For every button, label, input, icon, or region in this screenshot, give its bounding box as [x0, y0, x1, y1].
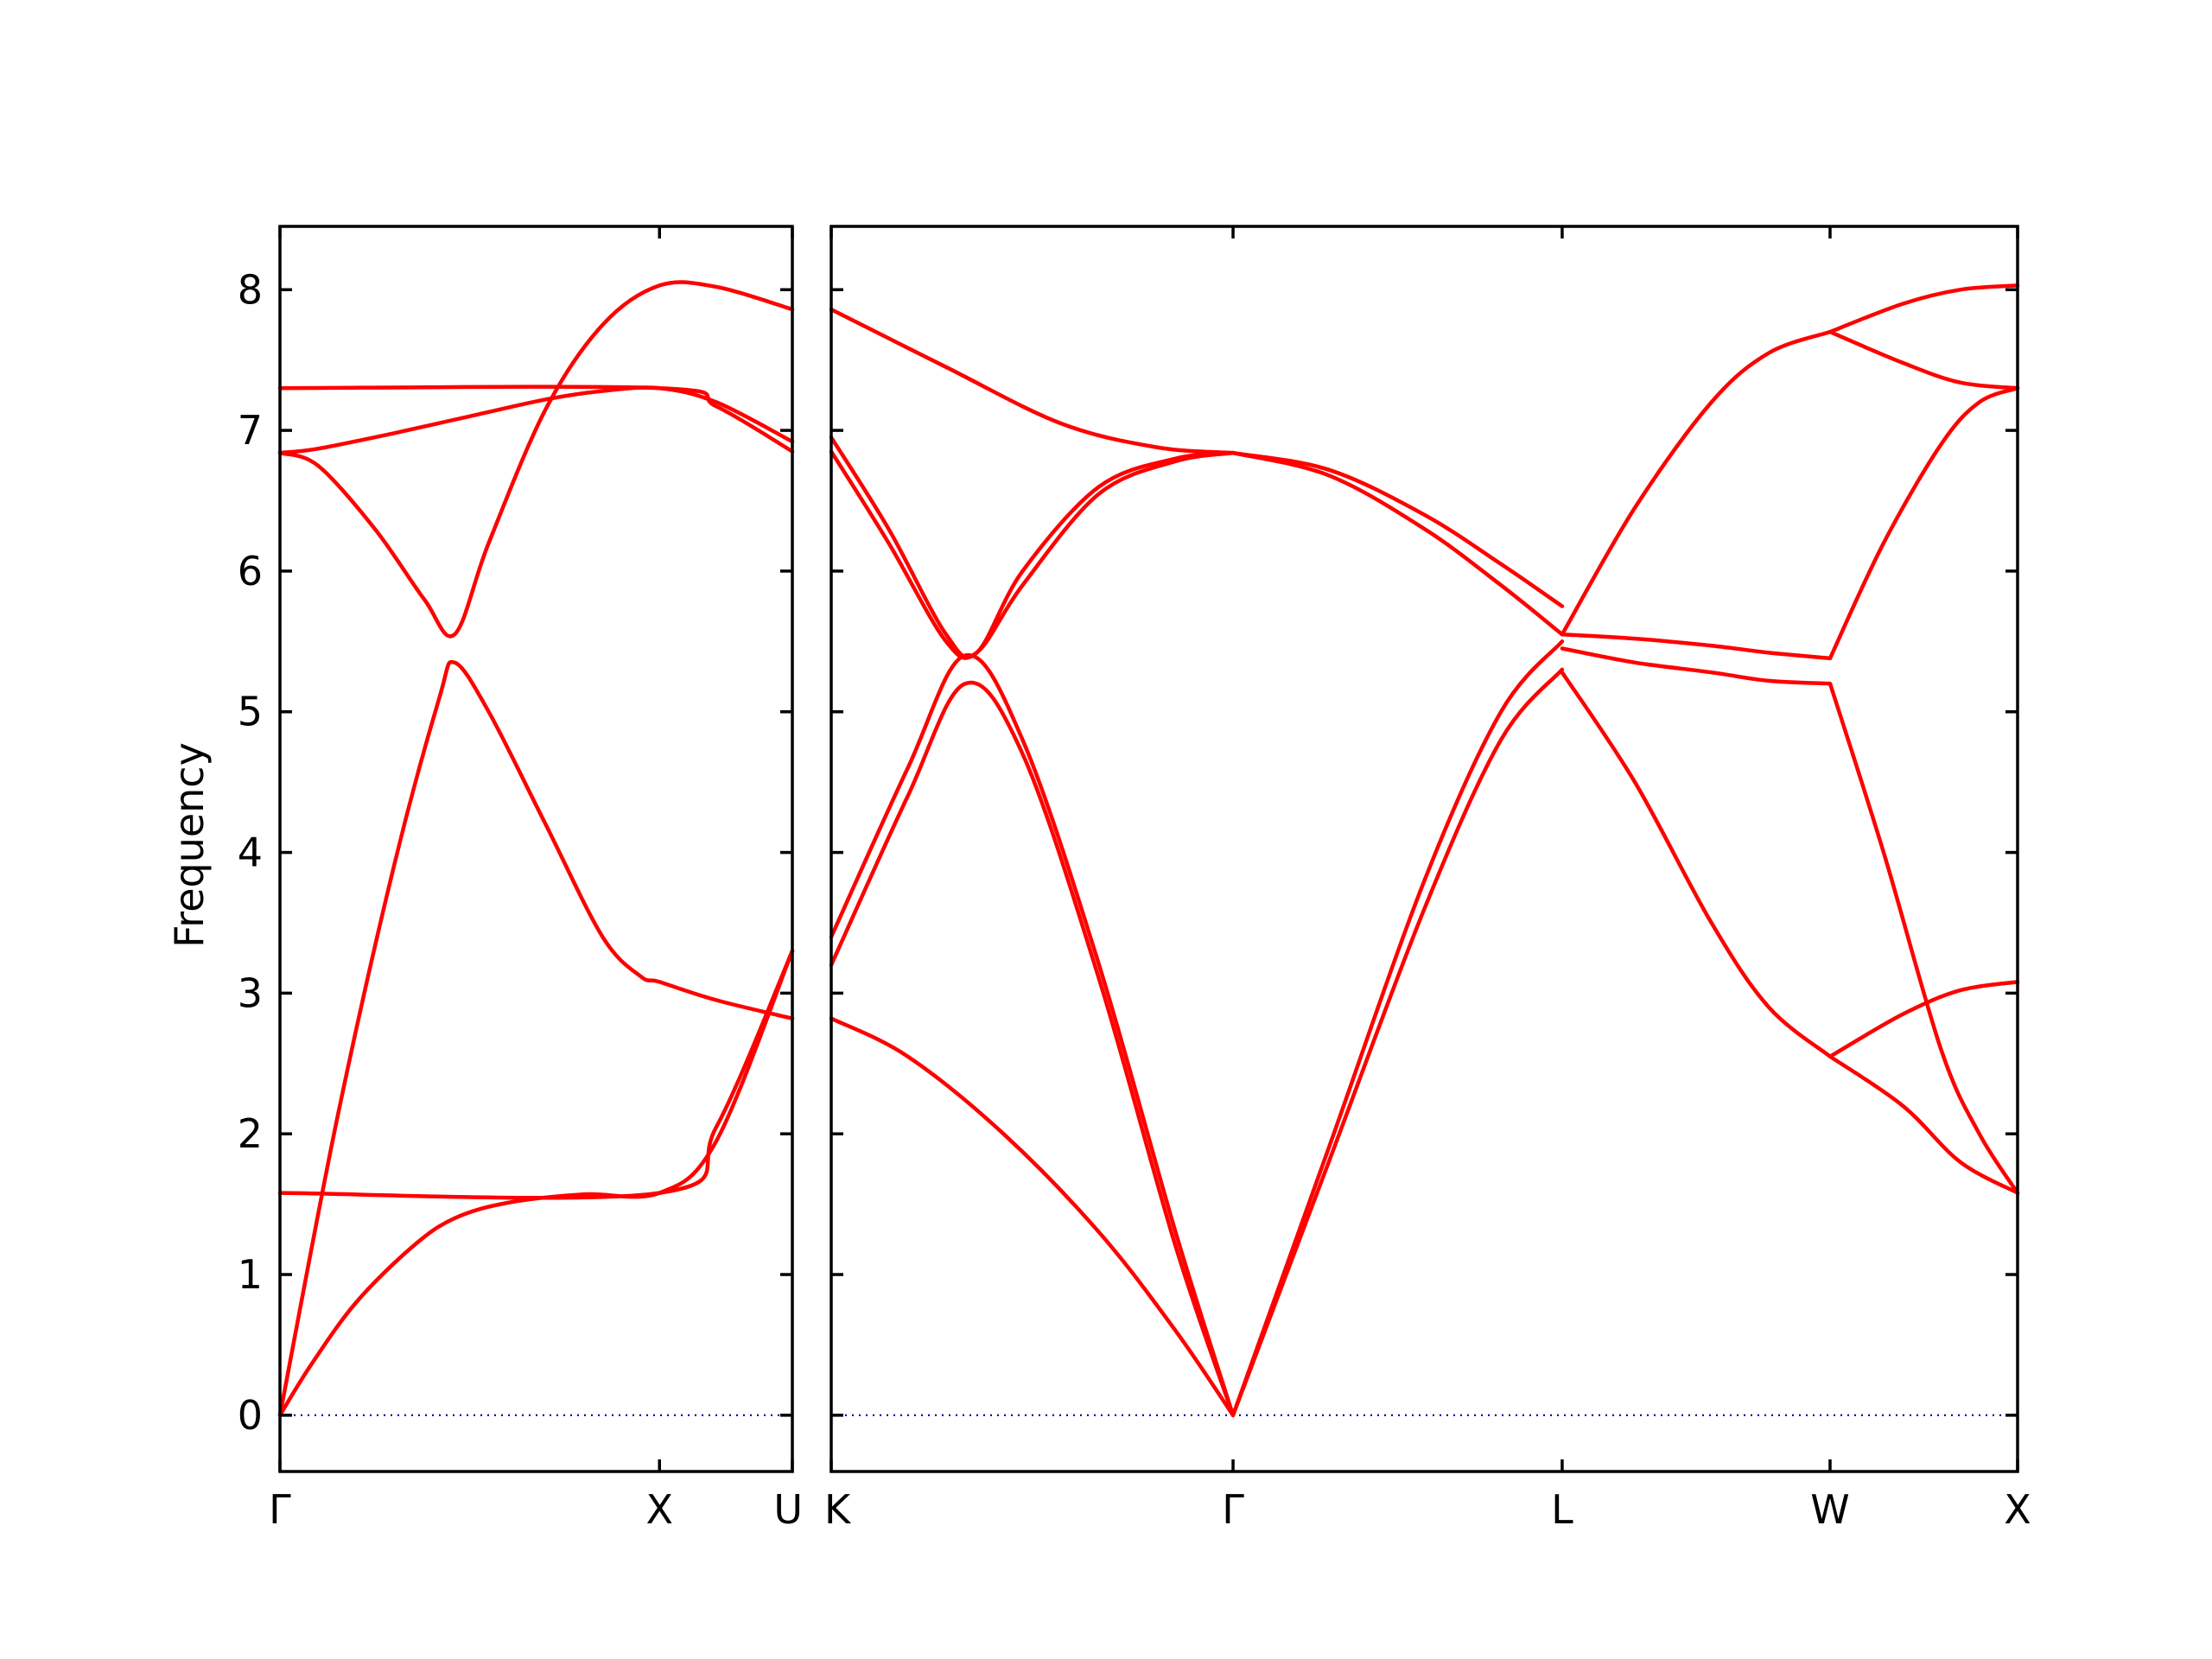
band-line-right-4 [829, 435, 1236, 659]
band-line-right-19 [1827, 329, 2020, 391]
band-line-right-14 [1560, 329, 1833, 637]
y-tick-label: 4 [238, 830, 263, 876]
x-tick-label: X [646, 1486, 674, 1533]
band-line-left-6 [277, 385, 795, 454]
band-line-left-1 [277, 949, 795, 1418]
band-line-right-6 [829, 307, 1236, 455]
x-tick-label: Γ [1222, 1486, 1244, 1533]
band-line-right-12 [1560, 646, 1833, 686]
y-tick-label: 5 [238, 689, 263, 735]
x-tick-label: U [773, 1486, 803, 1533]
panels-layer: 0 1 2 3 4 5 6 7 8 Γ X U K Γ L W X [238, 225, 2031, 1533]
x-tick-label: K [824, 1486, 852, 1533]
band-line-left-2 [277, 659, 795, 1418]
band-line-right-2 [829, 680, 1236, 1418]
band-line-right-9 [1230, 450, 1565, 637]
y-tick-label: 8 [238, 266, 263, 313]
y-tick-label: 7 [238, 407, 263, 454]
y-tick-label: 2 [238, 1110, 263, 1157]
y-axis-label: Frequency [166, 742, 213, 948]
band-line-right-20 [1827, 283, 2020, 334]
x-tick-label: W [1810, 1486, 1849, 1533]
band-line-right-15 [1827, 1054, 2020, 1195]
band-line-right-1 [829, 1016, 1236, 1418]
y-tick-label: 3 [238, 969, 263, 1016]
band-line-left-4 [277, 385, 795, 455]
panel-frame [830, 225, 2019, 1473]
x-tick-label: X [2004, 1486, 2031, 1533]
band-line-left-3 [277, 280, 795, 639]
band-line-right-8 [1230, 639, 1565, 1418]
band-line-right-17 [1827, 681, 2020, 1195]
y-tick-label: 1 [238, 1251, 263, 1298]
band-line-right-10 [1230, 450, 1565, 608]
band-line-right-11 [1560, 670, 1833, 1058]
band-line-right-16 [1827, 980, 2020, 1058]
band-line-right-13 [1560, 632, 1833, 661]
x-tick-label: L [1551, 1486, 1573, 1533]
panel-left: 0 1 2 3 4 5 6 7 8 Γ X U [238, 225, 803, 1533]
y-tick-label: 0 [238, 1392, 263, 1439]
x-tick-label: Γ [269, 1486, 291, 1533]
band-line-right-5 [829, 449, 1236, 660]
band-line-right-7 [1230, 667, 1565, 1418]
panel-frame [278, 225, 794, 1473]
band-line-right-18 [1827, 385, 2020, 661]
y-tick-label: 6 [238, 548, 263, 594]
band-line-right-3 [829, 653, 1236, 1418]
band-line-left-5 [277, 949, 795, 1200]
